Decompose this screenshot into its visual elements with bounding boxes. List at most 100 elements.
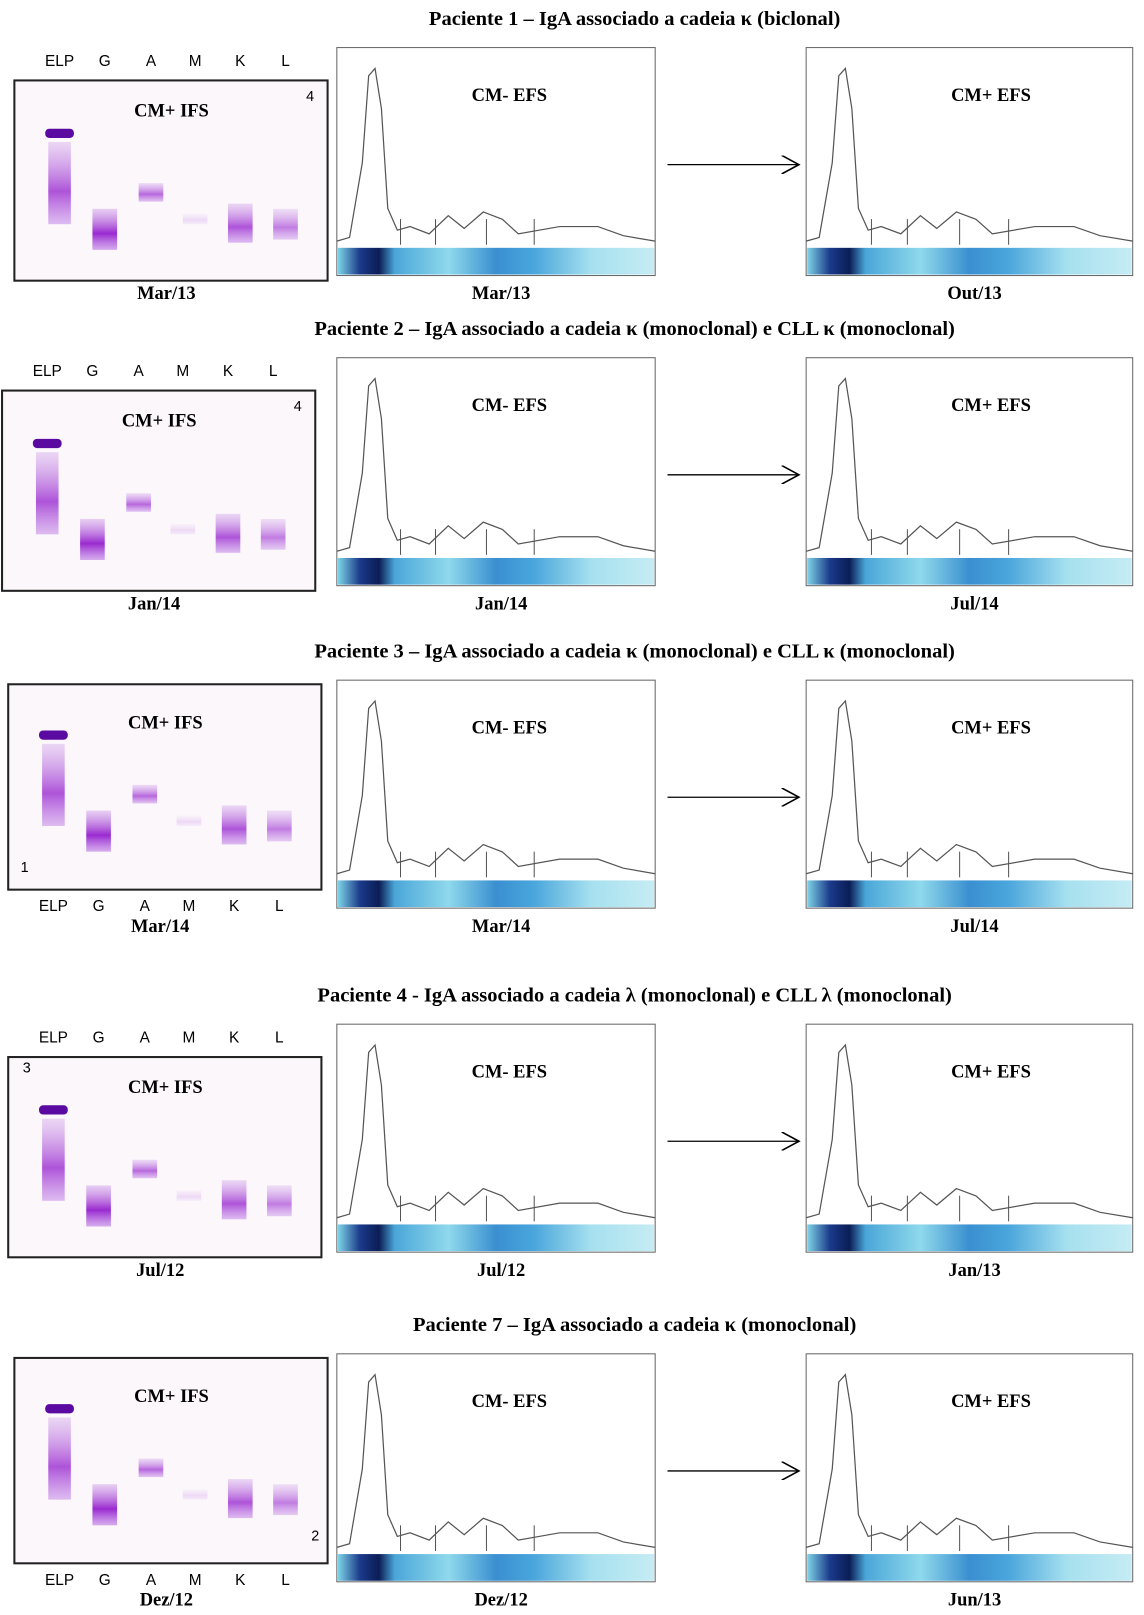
efs-date: Jul/14 [950,593,998,613]
elp-top-band [33,439,62,448]
gel-band [228,1479,253,1518]
gel-band [183,214,208,224]
lane-label: ELP [39,1030,68,1047]
gel-band [80,519,105,560]
gel-band [267,811,292,842]
efs-label: CM+ EFS [951,395,1031,415]
efs-strip [807,558,1132,585]
efs-strip [338,1224,654,1251]
gel-band [222,1180,247,1219]
gel-band [177,1191,202,1201]
lane-label: G [99,53,111,70]
gel-band [139,1459,164,1477]
gel-band [273,209,298,240]
lane-label: M [183,898,196,915]
lane-label: M [189,1572,202,1589]
lane-label: G [86,363,98,380]
gel-date: Jul/12 [136,1260,184,1280]
efs-date: Jan/14 [475,593,527,613]
gel-band [92,209,117,250]
panel-title: Paciente 7 – IgA associado a cadeia κ (m… [413,1314,856,1336]
gel-band [92,1484,117,1525]
panel-title: Paciente 3 – IgA associado a cadeia κ (m… [314,641,955,663]
gel-date: Mar/14 [131,916,189,936]
gel-label: CM+ IFS [128,712,203,732]
elp-band [48,142,71,224]
lane-label: M [183,1030,196,1047]
gel-band [132,785,157,803]
gel-band [126,493,151,511]
gel-band [86,811,111,852]
gel-band [261,519,286,550]
lane-label: G [93,1030,105,1047]
lane-label: M [176,363,189,380]
gel-number: 2 [311,1529,319,1545]
efs-label: CM- EFS [472,718,547,738]
efs-label: CM+ EFS [951,85,1031,105]
page: {"panels": [ {"title": "Paciente 1 – IgA… [0,0,1144,1615]
lane-label: A [146,1572,157,1589]
lane-label: ELP [45,53,74,70]
lane-label: A [140,1030,151,1047]
gel-number: 4 [294,399,302,415]
efs-label: CM- EFS [472,395,547,415]
gel-band [183,1489,208,1499]
lane-label: K [223,363,234,380]
figure: Paciente 1 – IgA associado a cadeia κ (b… [0,0,1144,1615]
gel-band [222,805,247,844]
efs-strip [338,1554,654,1581]
elp-band [36,452,59,534]
lane-label: M [189,53,202,70]
gel-band [132,1160,157,1178]
efs-date: Mar/13 [472,283,530,303]
gel-label: CM+ IFS [128,1077,203,1097]
efs-strip [807,1224,1132,1251]
lane-label: ELP [33,363,62,380]
elp-top-band [45,1404,74,1413]
lane-label: ELP [45,1572,74,1589]
gel-label: CM+ IFS [134,1386,209,1406]
lane-label: A [146,53,157,70]
efs-label: CM- EFS [472,1391,547,1411]
efs-date: Mar/14 [472,916,530,936]
lane-label: L [281,53,290,70]
gel-number: 1 [21,860,29,876]
gel-band [273,1484,298,1515]
elp-top-band [39,1105,68,1114]
efs-strip [338,248,654,275]
lane-label: G [99,1572,111,1589]
lane-label: G [93,898,105,915]
lane-label: K [229,898,240,915]
gel-number: 4 [306,89,314,105]
efs-date: Dez/12 [474,1589,527,1609]
efs-date: Jul/12 [477,1260,525,1280]
efs-strip [807,880,1132,907]
lane-label: K [229,1030,240,1047]
elp-top-band [45,129,74,138]
efs-label: CM+ EFS [951,1391,1031,1411]
gel-band [216,514,241,553]
lane-label: L [275,898,284,915]
efs-date: Jan/13 [948,1260,1000,1280]
gel-band [170,524,195,534]
lane-label: L [275,1030,284,1047]
efs-strip [338,880,654,907]
lane-label: L [281,1572,290,1589]
gel-band [177,816,202,826]
gel-band [267,1185,292,1216]
panel-title: Paciente 4 - IgA associado a cadeia λ (m… [317,985,951,1007]
lane-label: L [269,363,278,380]
efs-label: CM- EFS [472,1062,547,1082]
lane-label: A [140,898,151,915]
lane-label: K [235,1572,246,1589]
elp-top-band [39,730,68,739]
gel-label: CM+ IFS [122,411,197,431]
gel-date: Dez/12 [140,1589,193,1609]
elp-band [48,1417,71,1499]
gel-band [228,204,253,243]
gel-band [86,1185,111,1226]
efs-label: CM+ EFS [951,1062,1031,1082]
efs-strip [338,558,654,585]
panel-title: Paciente 1 – IgA associado a cadeia κ (b… [429,8,840,30]
efs-date: Jun/13 [948,1589,1001,1609]
